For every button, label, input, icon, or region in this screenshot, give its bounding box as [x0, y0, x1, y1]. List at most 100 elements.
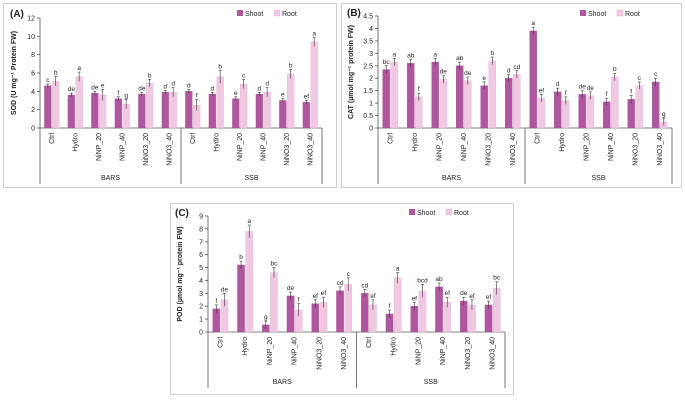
x-tick-label: Hydro [391, 337, 398, 356]
y-tick-label: 5 [199, 265, 203, 272]
significance-letter: b [239, 254, 243, 261]
y-tick-label: 3 [199, 291, 203, 298]
root-bar [390, 61, 399, 129]
significance-letter: ab [435, 276, 443, 283]
x-tick-label: NiNP_40 [260, 133, 267, 161]
x-tick-label: Ctrl [534, 133, 541, 144]
y-tick-label: 0 [369, 126, 373, 133]
y-tick-label: 0.5 [363, 113, 373, 120]
significance-letter: d [265, 81, 269, 88]
group-label: SSB [424, 379, 438, 386]
y-tick-label: 6 [31, 71, 35, 78]
root-bar [635, 85, 644, 129]
shoot-bar [279, 100, 287, 129]
root-bar [344, 284, 352, 333]
y-tick-label: 2 [199, 304, 203, 311]
y-tick-label: 4 [369, 26, 373, 33]
root-bar [488, 60, 497, 129]
significance-letter: ef [304, 94, 310, 101]
significance-letter: de [138, 85, 146, 92]
x-tick-label: NiNO3_20 [632, 133, 639, 166]
significance-letter: b [218, 63, 222, 70]
root-bar [415, 96, 423, 129]
significance-letter: f [565, 90, 567, 97]
x-tick-label: NiNO3_20 [143, 133, 150, 166]
y-tick-label: 10 [27, 34, 35, 41]
legend-label-root: Root [454, 210, 469, 217]
significance-letter: bc [383, 59, 391, 66]
significance-letter: a [312, 30, 316, 37]
shoot-bar [336, 290, 344, 333]
shoot-bar [67, 94, 75, 129]
group-label: BARS [442, 175, 461, 182]
x-tick-label: Ctrl [190, 133, 197, 144]
root-bar [537, 97, 546, 129]
significance-letter: de [91, 84, 99, 91]
significance-letter: f [215, 298, 217, 305]
significance-letter: f [298, 297, 300, 304]
shoot-bar [484, 304, 493, 333]
x-tick-label: NiNO3_40 [657, 133, 664, 166]
x-tick-label: Hydro [242, 337, 249, 356]
significance-letter: f [117, 90, 119, 97]
legend-label-shoot: Shoot [588, 11, 606, 18]
legend-swatch-shoot [409, 209, 415, 215]
significance-letter: b [289, 62, 293, 69]
shoot-bar [480, 85, 488, 129]
significance-letter: e [281, 92, 285, 99]
significance-letter: ab [456, 55, 464, 62]
panel-label: (C) [175, 208, 189, 219]
significance-letter: ef [445, 290, 451, 297]
significance-letter: ef [370, 293, 376, 300]
shoot-bar [553, 91, 562, 129]
y-tick-label: 3.5 [363, 38, 373, 45]
significance-letter: ef [412, 295, 418, 302]
x-tick-label: NiNO3_40 [510, 133, 517, 166]
significance-letter: cd [361, 282, 368, 289]
root-bar [513, 74, 521, 129]
significance-letter: d [187, 83, 191, 90]
y-tick-label: 4.5 [363, 14, 373, 21]
y-tick-label: 8 [31, 52, 35, 59]
root-bar [439, 79, 448, 129]
root-bar [240, 83, 248, 129]
x-tick-label: NiNO3_20 [485, 133, 492, 166]
legend-swatch-root [273, 9, 281, 17]
y-tick-label: 6 [199, 252, 203, 259]
significance-letter: d [258, 85, 262, 92]
x-tick-label: NiNO3_40 [307, 133, 314, 166]
root-bar [611, 76, 619, 129]
shoot-bar [455, 65, 464, 129]
significance-letter: c [654, 71, 658, 78]
y-axis-label: POD (µmol mg⁻¹ protein FW) [177, 226, 184, 321]
y-tick-label: 9 [199, 214, 203, 221]
y-tick-label: 1 [369, 101, 373, 108]
significance-letter: a [433, 51, 437, 58]
root-bar [310, 41, 318, 129]
y-tick-label: 0 [31, 126, 35, 133]
significance-letter: ef [321, 290, 327, 297]
shoot-bar [44, 85, 52, 129]
y-tick-label: 0 [199, 330, 203, 337]
significance-letter: g [124, 93, 128, 100]
significance-letter: f [418, 86, 420, 93]
significance-letter: g [662, 111, 666, 118]
root-bar [75, 76, 83, 129]
shoot-bar [578, 94, 586, 129]
x-tick-label: Ctrl [387, 133, 394, 144]
x-tick-label: NiNO3_20 [284, 133, 291, 166]
shoot-bar [529, 30, 537, 129]
significance-letter: e [482, 75, 486, 82]
significance-letter: e [234, 90, 238, 97]
significance-letter: b [148, 72, 152, 79]
significance-letter: c [242, 72, 246, 79]
shoot-bar [311, 303, 320, 333]
shoot-bar [286, 295, 295, 333]
y-tick-label: 3 [369, 51, 373, 58]
y-tick-label: 1 [199, 317, 203, 324]
root-bar [464, 80, 472, 129]
significance-letter: a [392, 51, 396, 58]
significance-letter: d [171, 81, 175, 88]
x-tick-label: NiNP_20 [583, 133, 590, 161]
